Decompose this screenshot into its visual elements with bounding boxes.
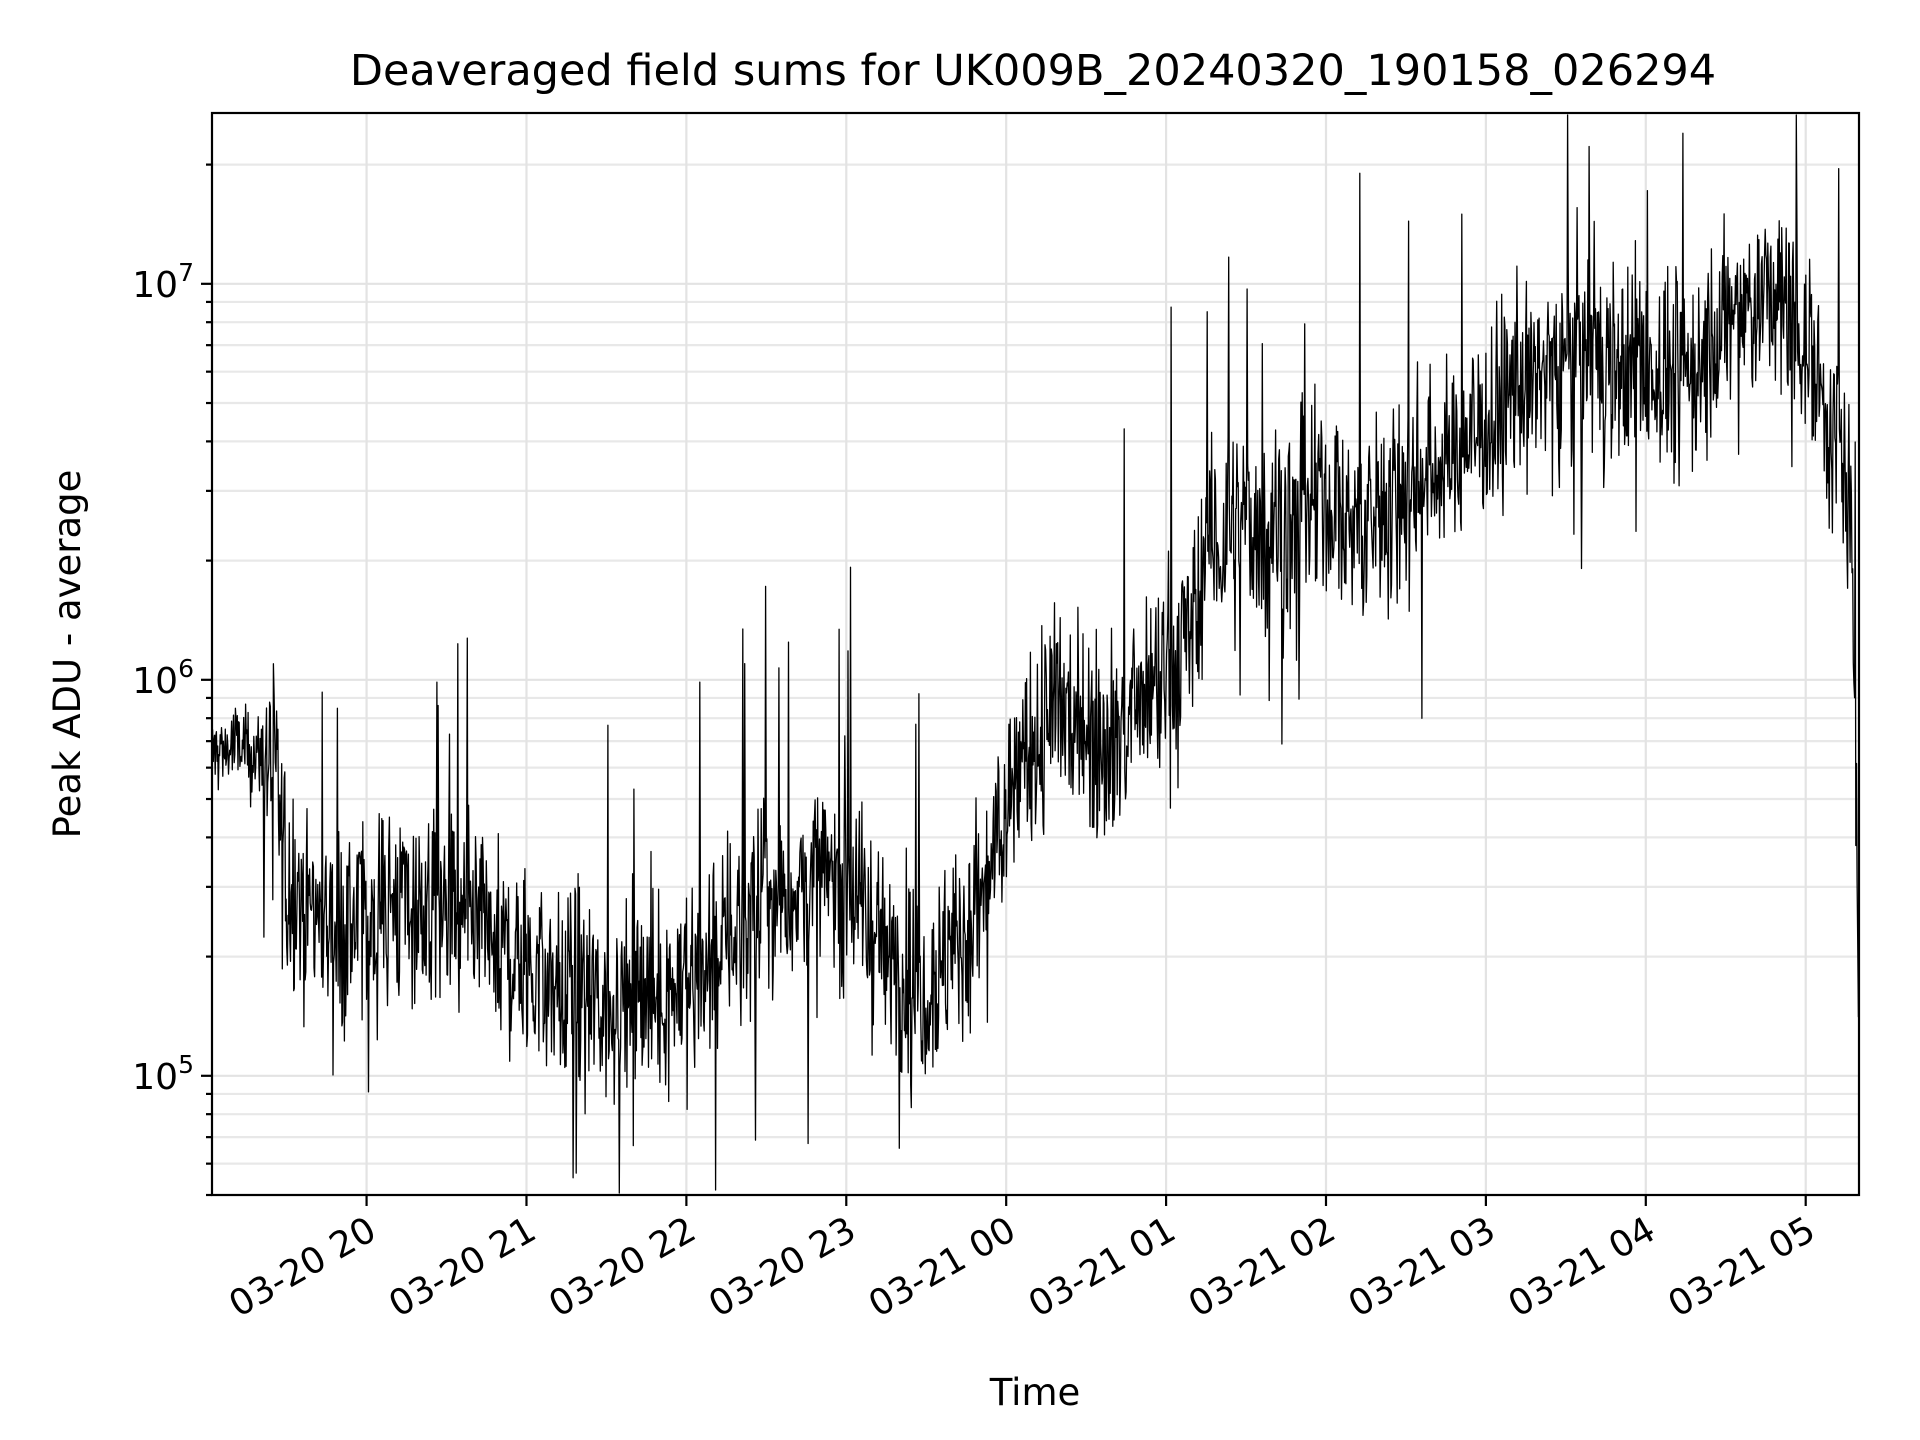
x-tick-label: 03-21 05 bbox=[1662, 1209, 1823, 1325]
x-tick-label: 03-21 00 bbox=[862, 1209, 1023, 1325]
grid bbox=[212, 113, 1859, 1197]
x-tick-label: 03-20 21 bbox=[382, 1209, 543, 1325]
y-tick-exponent: 5 bbox=[178, 1050, 194, 1079]
series-layer bbox=[211, 114, 1860, 1194]
x-axis: 03-20 20 03-20 21 03-20 22 03-20 23 03-21 00… bbox=[222, 1195, 1822, 1326]
plot-frame bbox=[210, 111, 1861, 1197]
y-tick-label: 105 bbox=[132, 1050, 194, 1098]
x-tick-label: 03-21 01 bbox=[1022, 1209, 1183, 1325]
y-tick-label: 106 bbox=[132, 654, 194, 702]
y-tick-exponent: 6 bbox=[178, 654, 194, 683]
y-tick-base: 10 bbox=[132, 265, 178, 306]
x-tick-label: 03-21 03 bbox=[1342, 1209, 1503, 1325]
x-tick-label: 03-20 20 bbox=[222, 1209, 383, 1325]
x-tick-label: 03-21 04 bbox=[1502, 1209, 1663, 1325]
y-axis-label: Peak ADU - average bbox=[46, 470, 89, 839]
y-tick-exponent: 7 bbox=[178, 258, 194, 287]
x-tick-label: 03-20 23 bbox=[702, 1209, 863, 1325]
x-tick-label: 03-20 22 bbox=[542, 1209, 703, 1325]
y-tick-base: 10 bbox=[132, 661, 178, 702]
chart-title: Deaveraged field sums for UK009B_2024032… bbox=[350, 46, 1716, 96]
y-tick-label: 107 bbox=[132, 258, 194, 306]
y-tick-base: 10 bbox=[132, 1057, 178, 1098]
x-axis-label: Time bbox=[989, 1371, 1081, 1414]
x-tick-label: 03-21 02 bbox=[1182, 1209, 1343, 1325]
series-line bbox=[211, 114, 1860, 1194]
